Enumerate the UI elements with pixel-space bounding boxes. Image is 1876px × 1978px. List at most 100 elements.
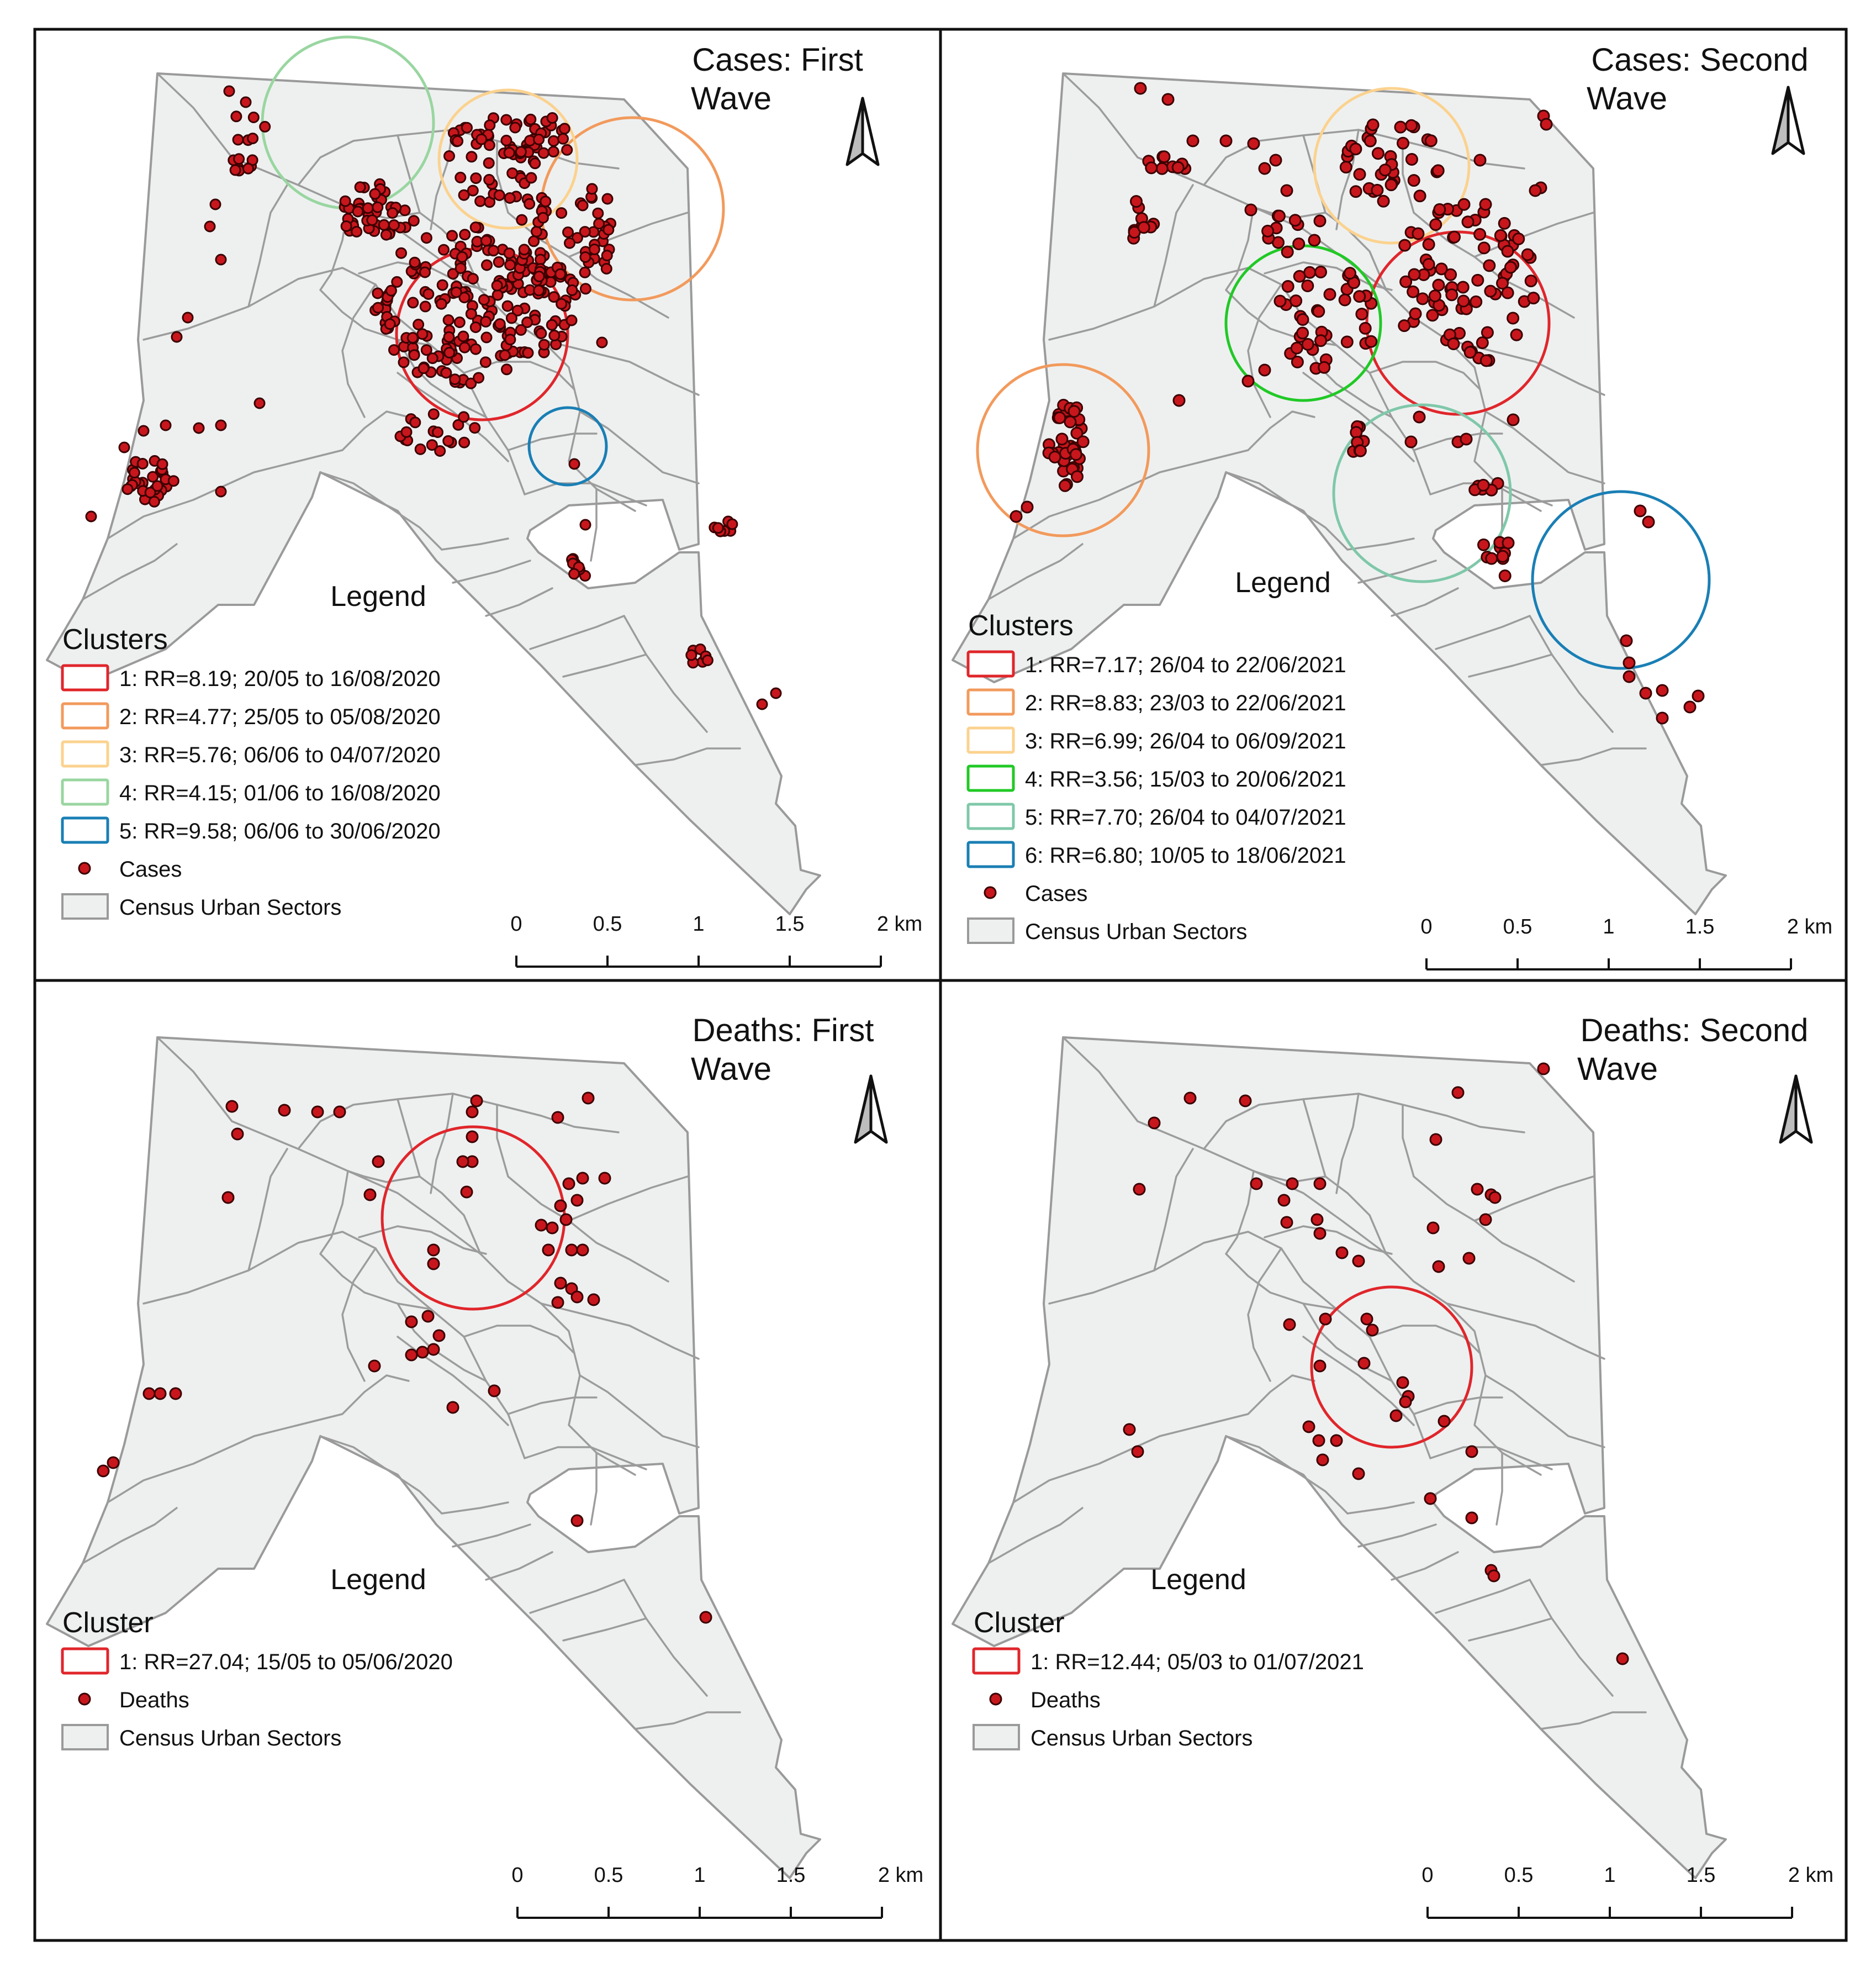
scale-bar-deaths-second: 0 0.5 1 1.5 2 km bbox=[1421, 1864, 1833, 1919]
death-point bbox=[1283, 1318, 1296, 1331]
cluster-label-3: 3: RR=6.99; 26/04 to 06/09/2021 bbox=[1025, 729, 1346, 753]
case-point bbox=[469, 221, 482, 233]
case-point bbox=[406, 332, 419, 344]
case-point bbox=[588, 244, 600, 255]
case-point bbox=[1416, 292, 1429, 305]
scale-tick-label: 1 bbox=[1603, 915, 1614, 938]
case-point bbox=[426, 352, 438, 365]
case-point bbox=[1371, 147, 1384, 160]
case-point bbox=[215, 486, 227, 498]
case-point bbox=[1642, 515, 1655, 529]
death-points-deaths-first bbox=[97, 1091, 712, 1624]
case-point bbox=[1172, 394, 1186, 407]
case-point bbox=[511, 304, 524, 317]
case-point bbox=[1171, 161, 1185, 174]
panel-title-cases-second: Cases: Second Wave bbox=[1587, 42, 1809, 117]
case-point bbox=[452, 135, 464, 147]
panel-title-line2: Wave bbox=[1577, 1051, 1658, 1087]
case-point bbox=[1479, 198, 1492, 211]
case-point bbox=[504, 259, 516, 271]
case-point bbox=[494, 318, 506, 330]
case-point bbox=[426, 439, 438, 451]
death-point bbox=[1277, 1194, 1291, 1207]
death-point bbox=[535, 1219, 548, 1232]
case-point bbox=[458, 292, 471, 304]
case-point bbox=[1338, 293, 1351, 307]
case-point bbox=[223, 85, 235, 97]
case-point bbox=[1355, 308, 1368, 321]
legend-cases-second: Legend Clusters 1: RR=7.17; 26/04 to 22/06… bbox=[966, 567, 1346, 944]
death-point bbox=[1426, 1221, 1440, 1235]
cluster-label-2: 2: RR=4.77; 25/05 to 05/08/2020 bbox=[119, 705, 441, 729]
cluster-label-1: 1: RR=7.17; 26/04 to 22/06/2021 bbox=[1025, 653, 1346, 677]
case-point bbox=[1448, 230, 1461, 244]
case-point bbox=[1540, 118, 1553, 131]
case-point bbox=[1055, 432, 1069, 446]
death-point bbox=[1123, 1423, 1136, 1436]
case-point bbox=[1378, 163, 1392, 177]
case-point bbox=[564, 237, 575, 249]
case-point bbox=[1444, 268, 1457, 281]
death-point bbox=[1313, 1227, 1327, 1240]
case-point bbox=[491, 279, 503, 292]
death-point bbox=[565, 1243, 578, 1257]
panel-title-deaths-second: Deaths: Second Wave bbox=[1577, 1012, 1808, 1087]
case-point bbox=[505, 312, 517, 324]
case-point bbox=[1524, 275, 1537, 288]
case-point bbox=[128, 467, 140, 479]
death-point bbox=[559, 1213, 573, 1226]
death-point bbox=[363, 1188, 377, 1201]
case-point bbox=[1064, 415, 1077, 429]
case-point bbox=[354, 181, 366, 193]
case-point bbox=[483, 173, 495, 186]
death-point bbox=[221, 1191, 235, 1204]
case-point bbox=[561, 144, 573, 156]
case-point bbox=[147, 471, 159, 483]
case-point bbox=[458, 189, 470, 201]
death-point bbox=[1424, 1492, 1437, 1505]
case-point bbox=[1281, 245, 1294, 259]
case-point bbox=[547, 146, 559, 158]
death-point bbox=[311, 1105, 324, 1119]
case-point bbox=[443, 331, 455, 343]
death-point bbox=[1360, 1312, 1373, 1326]
case-point bbox=[1471, 273, 1484, 287]
case-point bbox=[546, 319, 558, 331]
case-point bbox=[712, 522, 724, 534]
case-point bbox=[1371, 183, 1384, 197]
case-point bbox=[1473, 154, 1487, 167]
death-point bbox=[1183, 1091, 1197, 1105]
case-point bbox=[586, 183, 598, 195]
panel-title-line1: Deaths: First bbox=[693, 1012, 874, 1048]
case-point bbox=[1447, 337, 1460, 350]
death-point bbox=[1487, 1569, 1500, 1583]
clusters-heading: Clusters bbox=[62, 624, 168, 656]
scale-bar-cases-first: 0 0.5 1 1.5 2 km bbox=[510, 912, 922, 968]
death-point bbox=[1239, 1094, 1252, 1107]
sectors-label: Census Urban Sectors bbox=[119, 1726, 341, 1750]
scale-tick-label: 1 bbox=[693, 912, 704, 936]
case-point bbox=[480, 315, 492, 328]
panel-title-line1: Cases: First bbox=[692, 42, 863, 78]
case-point bbox=[470, 172, 482, 184]
death-point bbox=[576, 1172, 589, 1185]
case-point bbox=[1288, 214, 1302, 227]
case-point bbox=[501, 363, 512, 376]
case-point bbox=[535, 328, 547, 339]
case-point bbox=[546, 112, 558, 124]
death-point bbox=[570, 1514, 584, 1527]
death-point bbox=[1438, 1415, 1451, 1428]
case-point bbox=[232, 134, 244, 146]
case-point bbox=[372, 201, 384, 213]
death-point bbox=[405, 1348, 418, 1362]
death-point bbox=[542, 1243, 555, 1257]
case-point bbox=[1407, 174, 1420, 187]
case-point bbox=[509, 122, 521, 134]
case-point bbox=[419, 300, 431, 313]
death-point bbox=[582, 1091, 595, 1105]
case-point bbox=[1308, 234, 1321, 247]
case-point bbox=[372, 287, 384, 299]
death-point bbox=[372, 1155, 385, 1168]
case-point bbox=[1272, 209, 1286, 223]
scale-tick-label: 1 bbox=[1604, 1864, 1615, 1887]
